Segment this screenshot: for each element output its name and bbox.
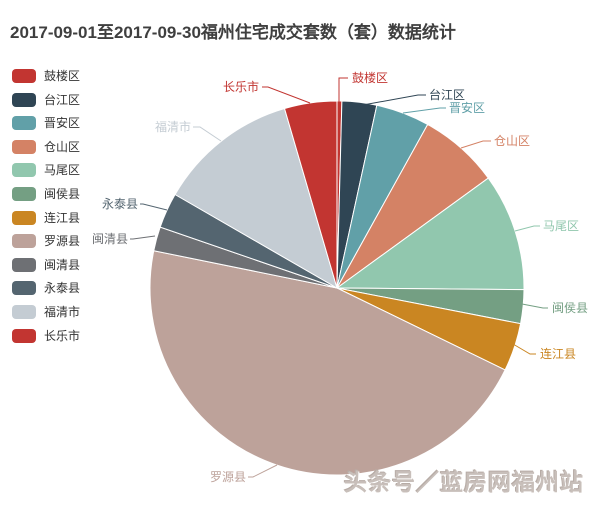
legend-item[interactable]: 罗源县 [12, 234, 81, 249]
legend-label: 福清市 [44, 304, 81, 319]
legend-item[interactable]: 马尾区 [12, 163, 81, 178]
pie-label: 罗源县 [210, 470, 246, 484]
legend-swatch [12, 328, 36, 343]
pie-label-line [140, 203, 168, 211]
pie-label: 马尾区 [543, 219, 579, 233]
legend-label: 连江县 [44, 210, 81, 225]
legend-swatch [12, 139, 36, 154]
chart-title: 2017-09-01至2017-09-30福州住宅成交套数（套）数据统计 [10, 23, 456, 42]
legend-swatch [12, 257, 36, 272]
legend-label: 仓山区 [44, 139, 81, 154]
pie-label-line [514, 225, 540, 232]
pie-label: 永泰县 [102, 197, 138, 211]
legend-label: 马尾区 [44, 163, 81, 178]
legend-label: 闽侯县 [44, 186, 81, 201]
legend-swatch [12, 92, 36, 107]
pie-label: 闽清县 [92, 232, 128, 246]
legend-item[interactable]: 台江区 [12, 92, 81, 107]
pie-label-line [262, 86, 311, 104]
legend-item[interactable]: 永泰县 [12, 281, 81, 296]
legend-swatch [12, 210, 36, 225]
pie-label-line [130, 235, 156, 240]
pie-label: 闽侯县 [552, 301, 588, 315]
legend-swatch [12, 116, 36, 131]
pie-slice[interactable] [283, 100, 338, 289]
pie-label-line [460, 140, 491, 149]
legend-item[interactable]: 福清市 [12, 304, 81, 319]
legend-swatch [12, 304, 36, 319]
pie-label: 福清市 [155, 119, 191, 134]
legend-swatch [12, 281, 36, 296]
pie-label: 长乐市 [223, 79, 259, 94]
pie-label-line [512, 343, 536, 355]
legend-label: 晋安区 [44, 116, 81, 131]
pie-label-line [338, 77, 348, 102]
pie-label: 连江县 [540, 346, 576, 361]
pie-label-line [402, 107, 446, 114]
pie-label: 晋安区 [449, 100, 485, 115]
legend-item[interactable]: 仓山区 [12, 139, 81, 154]
legend-item[interactable]: 长乐市 [12, 328, 81, 343]
legend-item[interactable]: 闽清县 [12, 257, 81, 272]
watermark: 头条号／蓝房网福州站 [344, 469, 584, 495]
legend-label: 罗源县 [44, 234, 81, 249]
pie-label-line [248, 464, 278, 478]
legend-label: 闽清县 [44, 257, 81, 272]
legend-swatch [12, 234, 36, 249]
pie-label: 鼓楼区 [352, 70, 388, 85]
pie-label-line [521, 303, 548, 309]
legend-label: 台江区 [44, 92, 81, 107]
legend-item[interactable]: 闽侯县 [12, 186, 81, 201]
legend-swatch [12, 69, 36, 83]
legend-item[interactable]: 鼓楼区 [12, 69, 80, 83]
pie-label-line [351, 94, 426, 108]
legend: 鼓楼区台江区晋安区仓山区马尾区闽侯县连江县罗源县闽清县永泰县福清市长乐市 [12, 69, 80, 343]
legend-label: 长乐市 [44, 328, 81, 343]
legend-item[interactable]: 晋安区 [12, 116, 81, 131]
legend-item[interactable]: 连江县 [12, 210, 81, 225]
pie-label: 仓山区 [494, 134, 530, 148]
legend-swatch [12, 186, 36, 201]
pie-label-line [193, 126, 222, 142]
pie-slice[interactable] [174, 107, 338, 290]
legend-swatch [12, 163, 36, 178]
legend-label: 鼓楼区 [44, 69, 81, 83]
legend-label: 永泰县 [44, 281, 81, 296]
pie-label: 台江区 [429, 87, 465, 102]
